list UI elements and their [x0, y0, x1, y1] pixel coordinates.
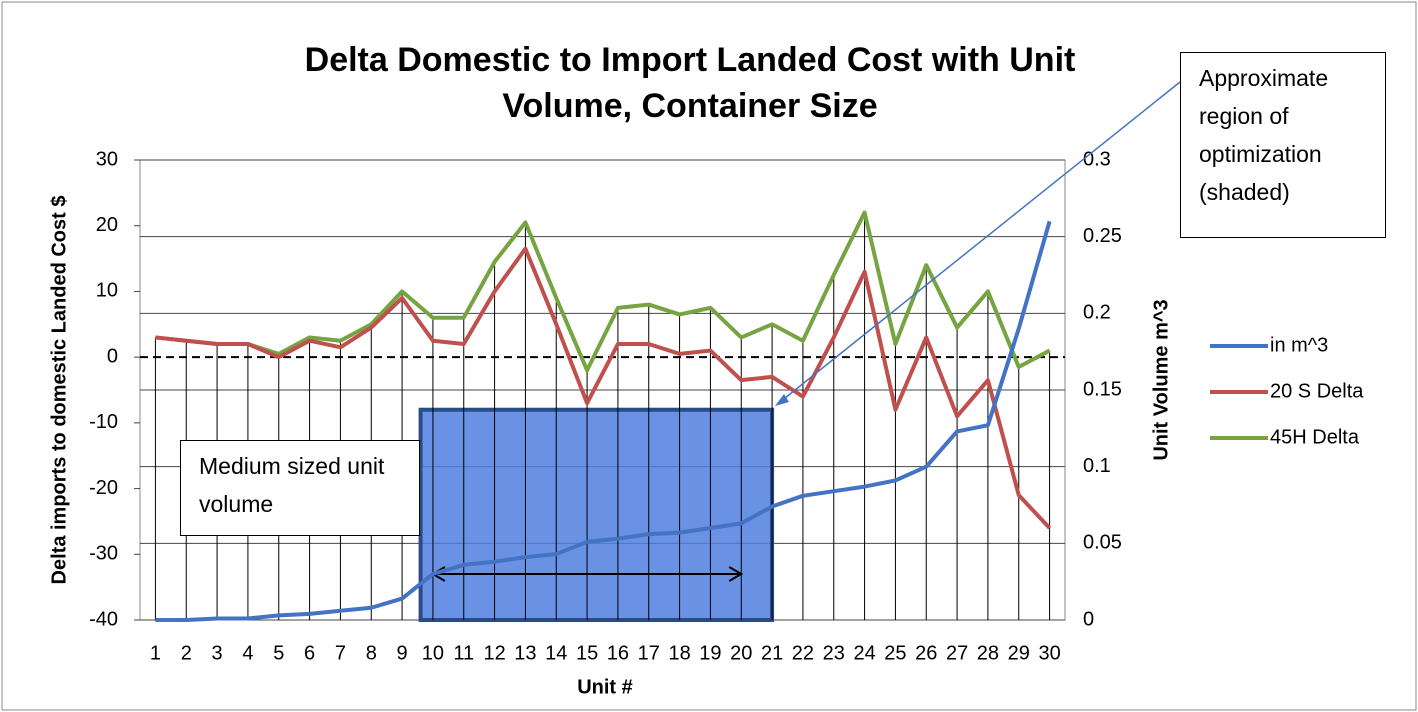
- x-tick-label: 4: [242, 642, 253, 664]
- x-tick-label: 11: [453, 642, 474, 664]
- x-tick-label: 29: [1008, 642, 1030, 664]
- x-tick-label: 13: [514, 642, 536, 664]
- chart-title: Volume, Container Size: [502, 87, 877, 125]
- y2-tick-label: 0.3: [1083, 148, 1111, 170]
- x-tick-label: 27: [946, 642, 968, 664]
- x-tick-label: 7: [335, 642, 346, 664]
- x-tick-label: 15: [576, 642, 598, 664]
- y2-tick-label: 0.15: [1083, 378, 1122, 400]
- y-tick-label: 10: [96, 280, 118, 302]
- x-tick-label: 8: [366, 642, 377, 664]
- annotation: Medium sized unit volume: [180, 440, 420, 536]
- x-tick-label: 20: [730, 642, 752, 664]
- x-tick-label: 19: [699, 642, 721, 664]
- shaded-region: [418, 407, 775, 623]
- legend-label: in m^3: [1270, 334, 1328, 356]
- x-tick-label: 3: [212, 642, 223, 664]
- series-line: [155, 210, 1051, 373]
- x-tick-label: 30: [1038, 642, 1060, 664]
- y-tick-label: -40: [89, 608, 118, 630]
- y-tick-label: 30: [96, 148, 118, 170]
- series-line: [155, 220, 1052, 622]
- y2-tick-label: 0.25: [1083, 225, 1122, 247]
- x-tick-label: 25: [884, 642, 906, 664]
- x-tick-label: 12: [483, 642, 505, 664]
- plot: 0 0.05 0.1 0.15 0.2 0.25 0.3 -40 -30 -20 -10 0 10 20 3…: [89, 148, 1122, 664]
- x-tick-label: 21: [761, 642, 783, 664]
- annotation: Approximate region of optimization (shad…: [1180, 52, 1386, 238]
- x-tick-label: 9: [397, 642, 408, 664]
- x-tick-label: 17: [638, 642, 660, 664]
- y-tick-label: -10: [89, 411, 118, 433]
- x-tick-label: 1: [150, 642, 161, 664]
- y2-tick-label: 0.1: [1083, 455, 1111, 477]
- y-axis-label: Delta imports to domestic Landed Cost $: [48, 196, 70, 585]
- x-tick-label: 24: [853, 642, 875, 664]
- x-tick-label: 5: [273, 642, 284, 664]
- x-tick-label: 2: [181, 642, 192, 664]
- y-tick-label: 0: [107, 345, 118, 367]
- y-tick-label: 20: [96, 214, 118, 236]
- x-tick-label: 16: [607, 642, 629, 664]
- y-tick-label: -20: [89, 477, 118, 499]
- x-tick-label: 26: [915, 642, 937, 664]
- x-tick-label: 14: [545, 642, 567, 664]
- callout-arrowhead: [775, 394, 789, 406]
- series-line: [155, 246, 1052, 530]
- y2-axis-label: Unit Volume m^3: [1150, 299, 1172, 460]
- x-tick-label: 28: [977, 642, 999, 664]
- x-tick-label: 22: [792, 642, 814, 664]
- y2-tick-label: 0.05: [1083, 532, 1122, 554]
- y2-tick-label: 0: [1083, 608, 1094, 630]
- x-tick-label: 6: [304, 642, 315, 664]
- x-tick-label: 18: [668, 642, 690, 664]
- x-axis-label: Unit #: [577, 676, 633, 698]
- legend-label: 45H Delta: [1270, 426, 1360, 448]
- x-tick-label: 23: [823, 642, 845, 664]
- range-arrowhead: [728, 566, 744, 582]
- x-tick-label: 10: [422, 642, 444, 664]
- legend-label: 20 S Delta: [1270, 380, 1364, 402]
- callout-line: [779, 81, 1181, 403]
- chart-title: Delta Domestic to Import Landed Cost wit…: [305, 41, 1076, 79]
- y2-tick-label: 0.2: [1083, 302, 1111, 324]
- y-tick-label: -30: [89, 543, 118, 565]
